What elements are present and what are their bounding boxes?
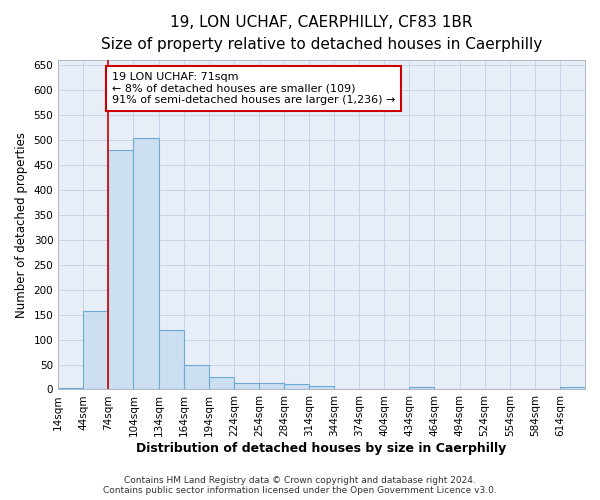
Bar <box>409 387 434 390</box>
X-axis label: Distribution of detached houses by size in Caerphilly: Distribution of detached houses by size … <box>136 442 507 455</box>
Bar <box>58 388 83 390</box>
Bar <box>83 310 109 390</box>
Bar <box>284 384 309 390</box>
Bar <box>309 386 334 390</box>
Bar <box>234 384 259 390</box>
Bar <box>109 150 133 390</box>
Bar <box>209 377 234 390</box>
Bar <box>259 384 284 390</box>
Text: Contains HM Land Registry data © Crown copyright and database right 2024.
Contai: Contains HM Land Registry data © Crown c… <box>103 476 497 495</box>
Title: 19, LON UCHAF, CAERPHILLY, CF83 1BR
Size of property relative to detached houses: 19, LON UCHAF, CAERPHILLY, CF83 1BR Size… <box>101 15 542 52</box>
Bar <box>133 138 158 390</box>
Text: 19 LON UCHAF: 71sqm
← 8% of detached houses are smaller (109)
91% of semi-detach: 19 LON UCHAF: 71sqm ← 8% of detached hou… <box>112 72 395 105</box>
Bar <box>184 364 209 390</box>
Y-axis label: Number of detached properties: Number of detached properties <box>15 132 28 318</box>
Bar <box>560 387 585 390</box>
Bar <box>158 330 184 390</box>
